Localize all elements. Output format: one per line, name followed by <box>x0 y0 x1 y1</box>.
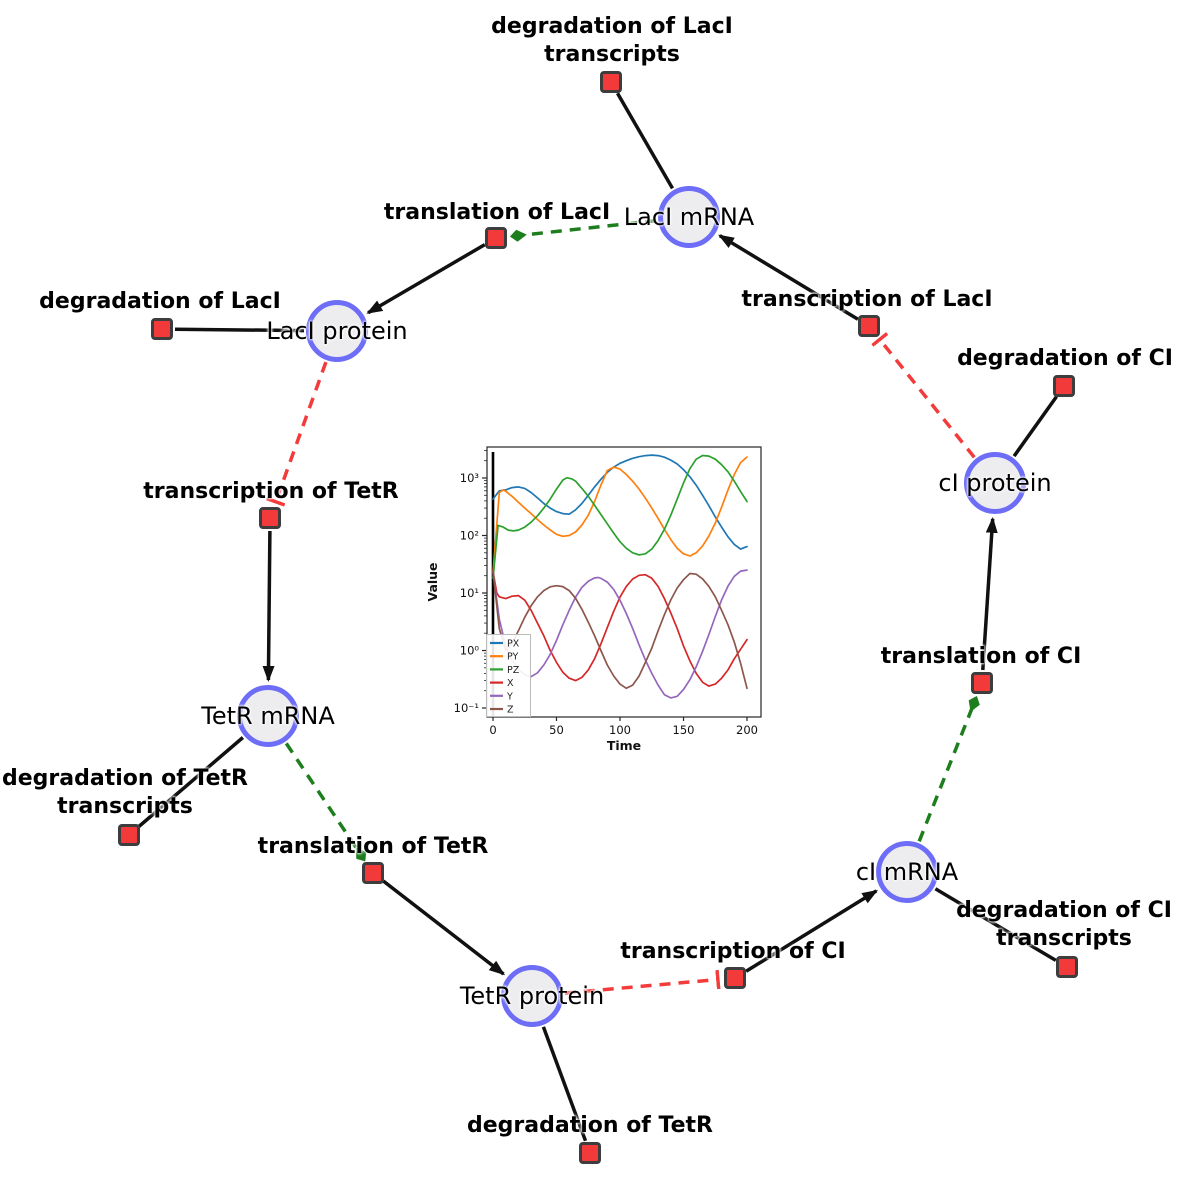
edge-ci-protein-inhibits-transcription-laci <box>871 332 976 459</box>
edge-translation-ci-to-protein <box>981 516 998 671</box>
legend-label-Z: Z <box>507 705 514 716</box>
edge-tetr-mrna-degradation <box>137 736 245 828</box>
species-node-tetr-mrna[interactable] <box>237 685 299 747</box>
species-label-tetr-mrna: TetR mRNA <box>201 702 335 730</box>
x-tick-label: 0 <box>489 723 496 737</box>
reaction-label-degradation-tetr-transcripts: degradation of TetR transcripts <box>1 766 248 819</box>
series-PZ <box>492 454 748 580</box>
chart-svg: 10⁻¹ 10⁰ 10¹ 10² 10³ 0 50 100 150 200 Time Value PX P… <box>425 435 775 765</box>
species-label-laci-mrna: LacI mRNA <box>623 203 755 231</box>
reaction-label-translation-tetr: translation of TetR <box>257 834 489 859</box>
species-node-ci-protein[interactable] <box>964 452 1026 514</box>
species-label-laci-protein: LacI protein <box>266 317 408 345</box>
edge-translation-laci-to-protein <box>366 243 486 315</box>
edge-transcription-laci-to-mrna <box>718 234 859 321</box>
reaction-label-degradation-tetr: degradation of TetR <box>466 1113 714 1138</box>
reaction-label-degradation-laci-transcripts: degradation of LacI transcripts <box>491 14 733 67</box>
reaction-node-degradation-tetr[interactable] <box>579 1142 601 1164</box>
reaction-node-degradation-laci[interactable] <box>151 318 173 340</box>
species-node-tetr-protein[interactable] <box>501 965 563 1027</box>
edge-laci-protein-degradation <box>174 327 305 333</box>
species-node-laci-mrna[interactable] <box>658 186 720 248</box>
reaction-node-transcription-ci[interactable] <box>724 967 746 989</box>
legend-label-PY: PY <box>507 652 519 663</box>
reaction-label-transcription-laci: transcription of LacI <box>741 287 993 312</box>
reaction-node-degradation-ci-transcripts[interactable] <box>1056 956 1078 978</box>
edge-transcription-ci-to-mrna <box>745 889 879 973</box>
reaction-label-degradation-laci: degradation of LacI <box>39 289 281 314</box>
edge-transcription-tetr-to-mrna <box>262 530 275 682</box>
species-label-ci-protein: cI protein <box>938 469 1052 497</box>
legend-label-PX: PX <box>507 639 520 650</box>
reaction-node-translation-ci[interactable] <box>971 672 993 694</box>
series-PY <box>492 456 748 575</box>
edge-tetr-mrna-catalyzes-translation <box>284 742 367 862</box>
plot-frame <box>486 446 762 718</box>
series-Z <box>492 570 748 690</box>
series-Y <box>492 569 748 699</box>
reaction-label-transcription-tetr: transcription of TetR <box>143 479 399 504</box>
reaction-label-degradation-ci-transcripts: degradation of CI transcripts <box>956 898 1172 951</box>
reaction-node-degradation-laci-transcripts[interactable] <box>600 71 622 93</box>
species-node-laci-protein[interactable] <box>306 300 368 362</box>
legend-label-PZ: PZ <box>507 665 520 676</box>
reaction-node-degradation-ci[interactable] <box>1053 375 1075 397</box>
species-label-tetr-protein: TetR protein <box>459 982 605 1010</box>
y-tick-label: 10¹ <box>460 586 479 600</box>
x-axis-label: Time <box>607 738 641 753</box>
reaction-node-transcription-tetr[interactable] <box>259 507 281 529</box>
y-tick-label: 10³ <box>460 471 480 485</box>
edge-ci-mrna-catalyzes-translation <box>917 696 980 842</box>
x-tick-label: 100 <box>609 723 631 737</box>
y-tick-label: 10⁻¹ <box>454 701 479 715</box>
reaction-node-translation-laci[interactable] <box>485 227 507 249</box>
series-PX <box>492 454 748 550</box>
y-tick-label: 10⁰ <box>460 644 480 658</box>
y-axis-label: Value <box>425 562 440 601</box>
legend-box <box>486 634 531 717</box>
species-label-ci-mrna: cI mRNA <box>855 858 959 886</box>
reaction-node-translation-tetr[interactable] <box>362 862 384 884</box>
edge-laci-mrna-degradation <box>615 92 675 190</box>
species-node-ci-mrna[interactable] <box>876 841 938 903</box>
edge-ci-mrna-degradation <box>934 887 1057 962</box>
x-tick-label: 200 <box>736 723 758 737</box>
edge-laci-protein-inhibits-transcription-tetr <box>266 361 328 507</box>
inset-chart: 10⁻¹ 10⁰ 10¹ 10² 10³ 0 50 100 150 200 Time Value PX P… <box>425 435 775 765</box>
reaction-label-translation-ci: translation of CI <box>880 644 1082 669</box>
reaction-node-degradation-tetr-transcripts[interactable] <box>118 824 140 846</box>
legend-label-Y: Y <box>506 691 513 702</box>
x-tick-label: 150 <box>673 723 695 737</box>
edge-tetr-protein-degradation <box>541 1026 588 1142</box>
edge-translation-tetr-to-protein <box>382 879 506 976</box>
edge-tetr-protein-inhibits-transcription-ci <box>564 969 721 995</box>
legend-label-X: X <box>507 678 514 689</box>
edge-laci-mrna-catalyzes-translation <box>509 218 657 242</box>
reaction-label-translation-laci: translation of LacI <box>383 200 611 225</box>
reaction-label-transcription-ci: transcription of CI <box>620 939 846 964</box>
edge-ci-protein-degradation <box>1012 395 1058 458</box>
reaction-node-transcription-laci[interactable] <box>858 315 880 337</box>
y-tick-label: 10² <box>460 529 479 543</box>
x-tick-label: 50 <box>549 723 564 737</box>
reaction-label-degradation-ci: degradation of CI <box>957 346 1173 371</box>
